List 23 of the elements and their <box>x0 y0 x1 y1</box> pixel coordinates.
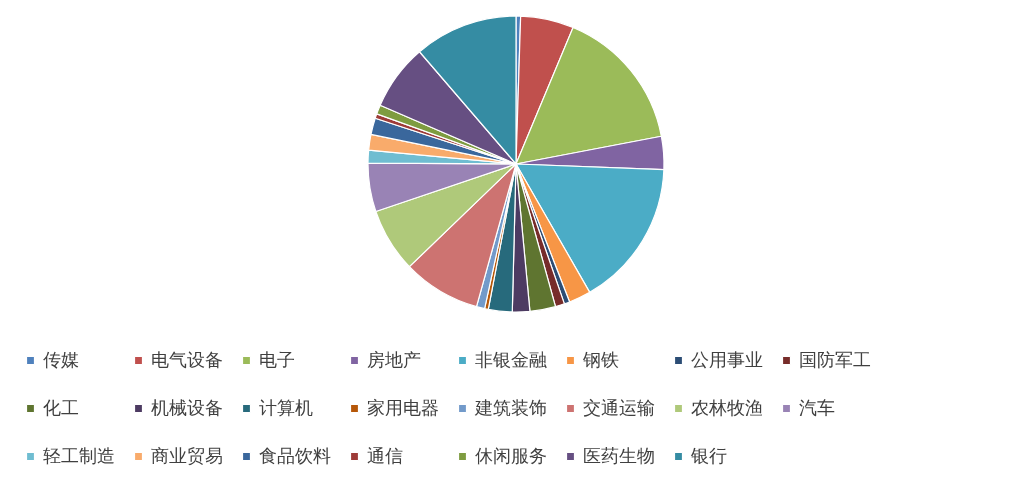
legend-label: 食品饮料 <box>259 444 331 468</box>
legend-label: 计算机 <box>259 396 313 420</box>
legend-label: 化工 <box>43 396 79 420</box>
legend-label: 家用电器 <box>367 396 439 420</box>
legend-label: 钢铁 <box>583 348 619 372</box>
legend-label: 轻工制造 <box>43 444 115 468</box>
legend-label: 传媒 <box>43 348 79 372</box>
legend-label: 通信 <box>367 444 403 468</box>
legend-label: 非银金融 <box>475 348 547 372</box>
legend-label: 医药生物 <box>583 444 655 468</box>
legend-label: 机械设备 <box>151 396 223 420</box>
legend-label: 国防军工 <box>799 348 871 372</box>
legend-label: 建筑装饰 <box>475 396 547 420</box>
legend-label: 农林牧渔 <box>691 396 763 420</box>
legend-label: 休闲服务 <box>475 444 547 468</box>
legend-label: 商业贸易 <box>151 444 223 468</box>
legend-label: 房地产 <box>367 348 421 372</box>
legend-label: 公用事业 <box>691 348 763 372</box>
legend-label: 汽车 <box>799 396 835 420</box>
legend-label: 电子 <box>259 348 295 372</box>
legend-label: 银行 <box>691 444 727 468</box>
legend-label: 交通运输 <box>583 396 655 420</box>
legend-label: 电气设备 <box>151 348 223 372</box>
